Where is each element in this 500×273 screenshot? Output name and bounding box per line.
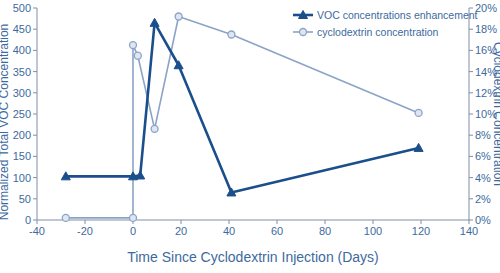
legend: VOC concentrations enhancement cyclodextr…	[291, 4, 478, 44]
y2-tick	[469, 92, 473, 93]
y2-tick-label: 2%	[475, 193, 491, 205]
x-tick-label: 120	[412, 225, 430, 237]
x-tick-label: 40	[223, 225, 235, 237]
series-marker	[151, 125, 158, 132]
y2-tick	[469, 177, 473, 178]
y-tick-label: 50	[19, 193, 31, 205]
y-tick-label: 200	[13, 129, 31, 141]
x-tick-label: 20	[175, 225, 187, 237]
chart-svg: -40 -20 0 20 40 60 80 100 120 140 0 50 100 150 200 250 3…	[0, 0, 500, 273]
series-marker	[414, 143, 423, 151]
y-tick	[33, 156, 37, 157]
series-marker	[130, 214, 137, 221]
y-tick-label: 150	[13, 150, 31, 162]
x-tick-label: 100	[364, 225, 382, 237]
x-tick	[325, 220, 326, 224]
x-tick	[373, 220, 374, 224]
y2-tick-label: 4%	[475, 172, 491, 184]
y-tick-label: 0	[25, 214, 31, 226]
x-tick-label: 140	[460, 225, 478, 237]
series-line	[66, 23, 419, 193]
legend-marker	[300, 29, 307, 36]
y-tick	[33, 198, 37, 199]
y-tick	[33, 135, 37, 136]
y2-tick-label: 6%	[475, 150, 491, 162]
y-tick	[33, 50, 37, 51]
x-tick	[469, 220, 470, 224]
y-tick-label: 300	[13, 87, 31, 99]
y-tick	[33, 177, 37, 178]
legend-label: VOC concentrations enhancement	[317, 9, 478, 21]
y2-tick-label: 18%	[475, 23, 497, 35]
series-marker	[227, 188, 236, 196]
y-tick-label: 500	[13, 2, 31, 14]
x-tick	[85, 220, 86, 224]
x-tick-label: 0	[130, 225, 136, 237]
x-tick	[277, 220, 278, 224]
x-tick	[37, 220, 38, 224]
y-tick	[33, 220, 37, 221]
y2-tick	[469, 50, 473, 51]
y-tick-label: 400	[13, 44, 31, 56]
series-marker	[174, 61, 183, 69]
y-tick	[33, 29, 37, 30]
series-marker	[62, 214, 69, 221]
series-marker	[228, 31, 235, 38]
y2-tick	[469, 29, 473, 30]
y2-tick	[469, 220, 473, 221]
y2-tick	[469, 156, 473, 157]
series-marker	[134, 52, 141, 59]
y-tick-label: 450	[13, 23, 31, 35]
y2-tick	[469, 198, 473, 199]
series-marker	[61, 172, 70, 180]
x-axis-line	[37, 220, 469, 221]
series-marker	[150, 18, 159, 26]
y2-tick	[469, 135, 473, 136]
x-tick-label: -20	[77, 225, 93, 237]
series-marker	[175, 13, 182, 20]
y2-tick-label: 20%	[475, 2, 497, 14]
series-marker	[415, 109, 422, 116]
plot-area	[61, 13, 423, 221]
legend-marker	[299, 11, 308, 19]
y2-tick	[469, 71, 473, 72]
x-tick	[181, 220, 182, 224]
x-tick	[421, 220, 422, 224]
y-axis-label: Normalized Total VOC Concentration	[0, 24, 11, 221]
x-tick-label: 60	[271, 225, 283, 237]
series-marker	[136, 171, 145, 179]
y-tick-label: 250	[13, 108, 31, 120]
y-tick	[33, 8, 37, 9]
series-marker	[130, 42, 137, 49]
y-tick-label: 350	[13, 66, 31, 78]
y2-tick-label: 8%	[475, 129, 491, 141]
x-axis-label: Time Since Cyclodextrin Injection (Days)	[127, 249, 379, 265]
y2-tick-label: 0%	[475, 214, 491, 226]
series-line	[66, 16, 419, 217]
x-tick-label: -40	[29, 225, 45, 237]
y2-axis-label: Cyclodextrin Concentration	[491, 42, 500, 186]
y-tick-label: 100	[13, 172, 31, 184]
y-tick	[33, 114, 37, 115]
x-tick-label: 80	[319, 225, 331, 237]
x-tick	[229, 220, 230, 224]
y-tick	[33, 71, 37, 72]
y2-tick	[469, 114, 473, 115]
chart-container: -40 -20 0 20 40 60 80 100 120 140 0 50 100 150 200 250 3…	[0, 0, 500, 273]
y-tick	[33, 92, 37, 93]
legend-label: cyclodextrin concentration	[317, 26, 439, 38]
